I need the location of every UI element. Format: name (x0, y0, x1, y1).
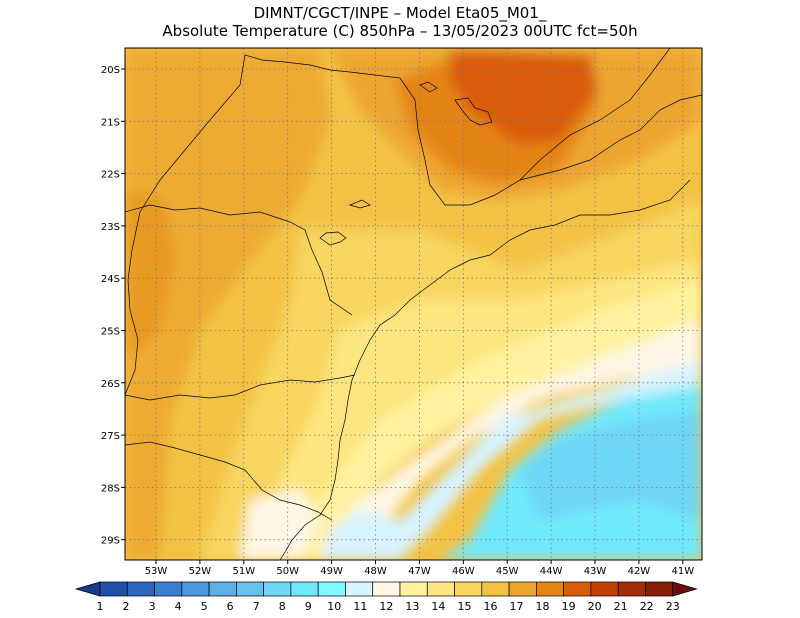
colorbar-label: 1 (97, 600, 104, 613)
colorbar-label: 20 (588, 600, 602, 613)
colorbar-swatch (290, 581, 319, 597)
lon-label: 53W (145, 566, 168, 577)
lat-label: 21S (101, 117, 120, 128)
colorbar-swatch (563, 581, 592, 597)
colorbar-swatch (126, 581, 155, 597)
lon-label: 46W (452, 566, 475, 577)
colorbar-arrow-high (672, 581, 698, 597)
lon-label: 42W (628, 566, 651, 577)
lon-label: 45W (496, 566, 519, 577)
colorbar-swatch (590, 581, 619, 597)
lat-label: 24S (101, 274, 120, 285)
colorbar-label: 12 (379, 600, 393, 613)
colorbar-label: 10 (327, 600, 341, 613)
colorbar: 1 2 3 4 5 6 7 8 9 10 11 12 13 14 15 16 17 18 19 20 21 22 23 (74, 581, 698, 613)
colorbar-label: 15 (457, 600, 471, 613)
colorbar-label: 21 (614, 600, 628, 613)
colorbar-swatch (399, 581, 428, 597)
lon-label: 51W (232, 566, 255, 577)
temperature-field (125, 48, 702, 560)
lon-label: 49W (320, 566, 343, 577)
colorbar-swatch (617, 581, 646, 597)
colorbar-swatch (181, 581, 210, 597)
colorbar-swatch (208, 581, 237, 597)
colorbar-swatch (317, 581, 346, 597)
colorbar-label: 14 (431, 600, 445, 613)
map-title-line-1: DIMNT/CGCT/INPE – Model Eta05_M01_ (253, 4, 547, 22)
colorbar-swatch (645, 581, 674, 597)
colorbar-label: 19 (562, 600, 576, 613)
colorbar-label: 18 (536, 600, 550, 613)
lon-label: 41W (671, 566, 694, 577)
colorbar-swatch (454, 581, 483, 597)
boundaries (125, 48, 702, 560)
colorbar-swatch (508, 581, 537, 597)
colorbar-swatch (345, 581, 374, 597)
colorbar-label: 4 (175, 600, 182, 613)
lat-label: 23S (101, 222, 120, 233)
lat-label: 27S (101, 431, 120, 442)
colorbar-label: 9 (305, 600, 312, 613)
colorbar-label: 2 (123, 600, 130, 613)
colorbar-swatch (372, 581, 401, 597)
colorbar-label: 11 (353, 600, 367, 613)
graticule (125, 48, 702, 560)
colorbar-label: 22 (640, 600, 654, 613)
lat-label: 22S (101, 170, 120, 181)
colorbar-arrow-low (74, 581, 101, 597)
latitude-labels: 20S 21S 22S 23S 24S 25S 26S 27S 28S 29S (101, 65, 125, 547)
colorbar-label: 7 (253, 600, 260, 613)
colorbar-swatch (99, 581, 128, 597)
map-title-line-2: Absolute Temperature (C) 850hPa – 13/05/… (162, 22, 638, 40)
colorbar-label: 6 (227, 600, 234, 613)
colorbar-label: 5 (201, 600, 208, 613)
colorbar-swatch (536, 581, 564, 597)
lat-label: 20S (101, 65, 120, 76)
colorbar-swatch (154, 581, 183, 597)
colorbar-swatch (263, 581, 292, 597)
colorbar-label: 3 (149, 600, 156, 613)
colorbar-label: 8 (279, 600, 286, 613)
lat-label: 28S (101, 483, 120, 494)
lon-label: 43W (584, 566, 607, 577)
colorbar-label: 17 (510, 600, 524, 613)
colorbar-label: 16 (483, 600, 497, 613)
colorbar-label: 13 (405, 600, 419, 613)
colorbar-swatch (481, 581, 510, 597)
lat-label: 26S (101, 379, 120, 390)
lon-label: 52W (189, 566, 212, 577)
lat-label: 29S (101, 536, 120, 547)
lon-label: 50W (276, 566, 299, 577)
lat-label: 25S (101, 327, 120, 338)
longitude-labels: 53W 52W 51W 50W 49W 48W 47W 46W 45W 44W 43W 42W 41W (145, 560, 694, 577)
colorbar-label: 23 (666, 600, 680, 613)
colorbar-swatch (426, 581, 455, 597)
map-frame (124, 47, 703, 561)
lon-label: 44W (540, 566, 563, 577)
colorbar-swatch (236, 581, 264, 597)
lon-label: 47W (408, 566, 431, 577)
lon-label: 48W (364, 566, 387, 577)
